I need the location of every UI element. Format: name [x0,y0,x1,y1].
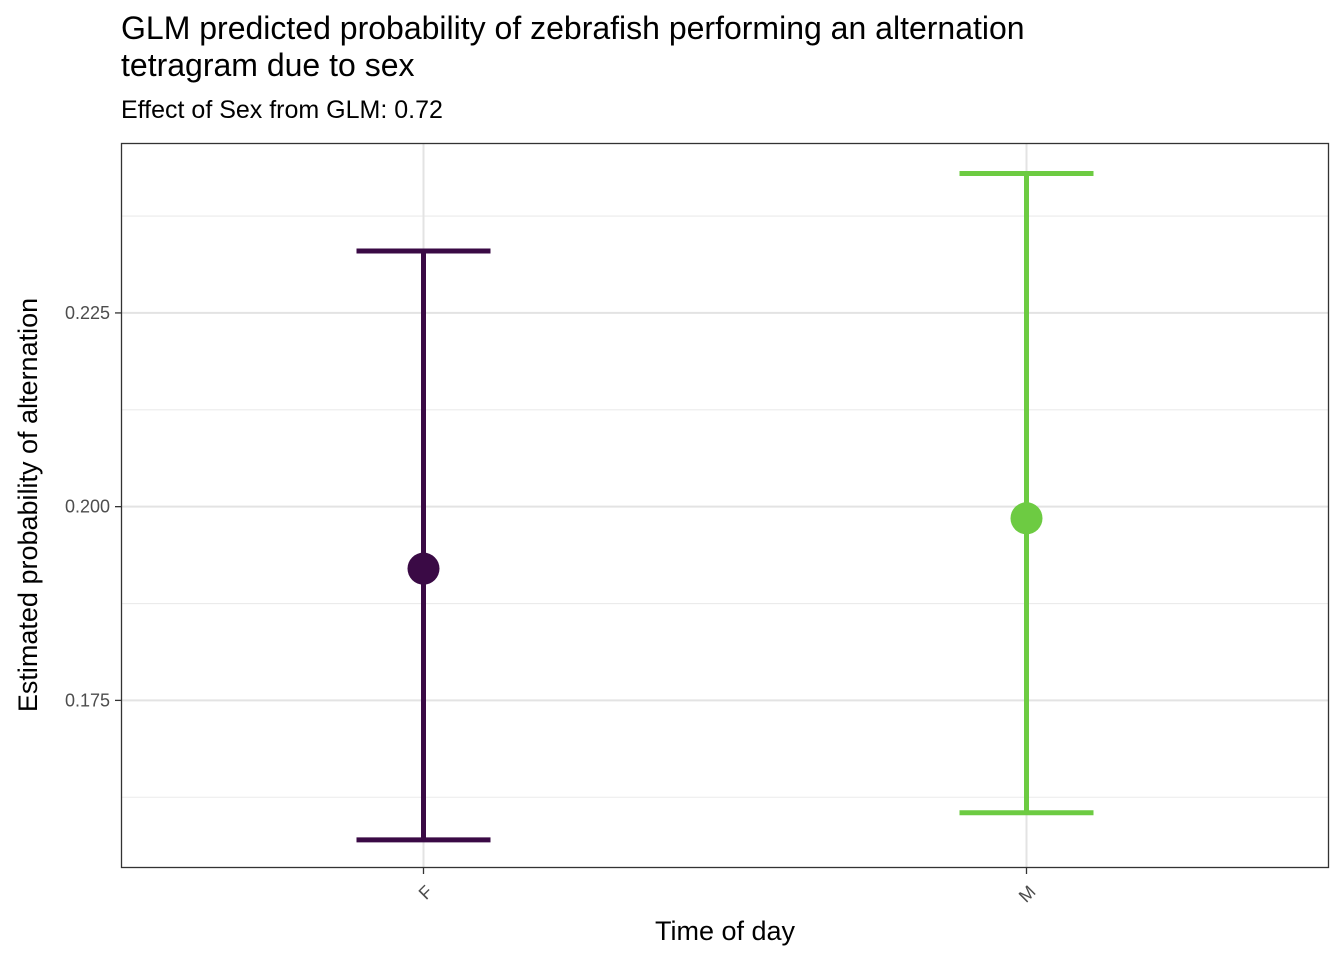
panel-border [120,142,1330,869]
x-tick-label: M [1015,882,1040,907]
x-axis-title: Time of day [655,916,796,946]
y-axis-title: Estimated probability of alternation [13,298,43,712]
y-tick-label: 0.225 [65,303,110,323]
grid-lines [122,144,1328,867]
point-F [407,552,440,585]
chart-subtitle: Effect of Sex from GLM: 0.72 [121,96,443,124]
point-M [1010,502,1043,535]
axes: 0.175 0.200 0.225 F M [65,303,1040,906]
chart-marks [356,170,1094,843]
y-tick-label: 0.200 [65,497,110,517]
chart-title: GLM predicted probability of zebrafish p… [121,10,1025,83]
x-tick-label: F [415,882,437,904]
y-tick-label: 0.175 [65,690,110,710]
